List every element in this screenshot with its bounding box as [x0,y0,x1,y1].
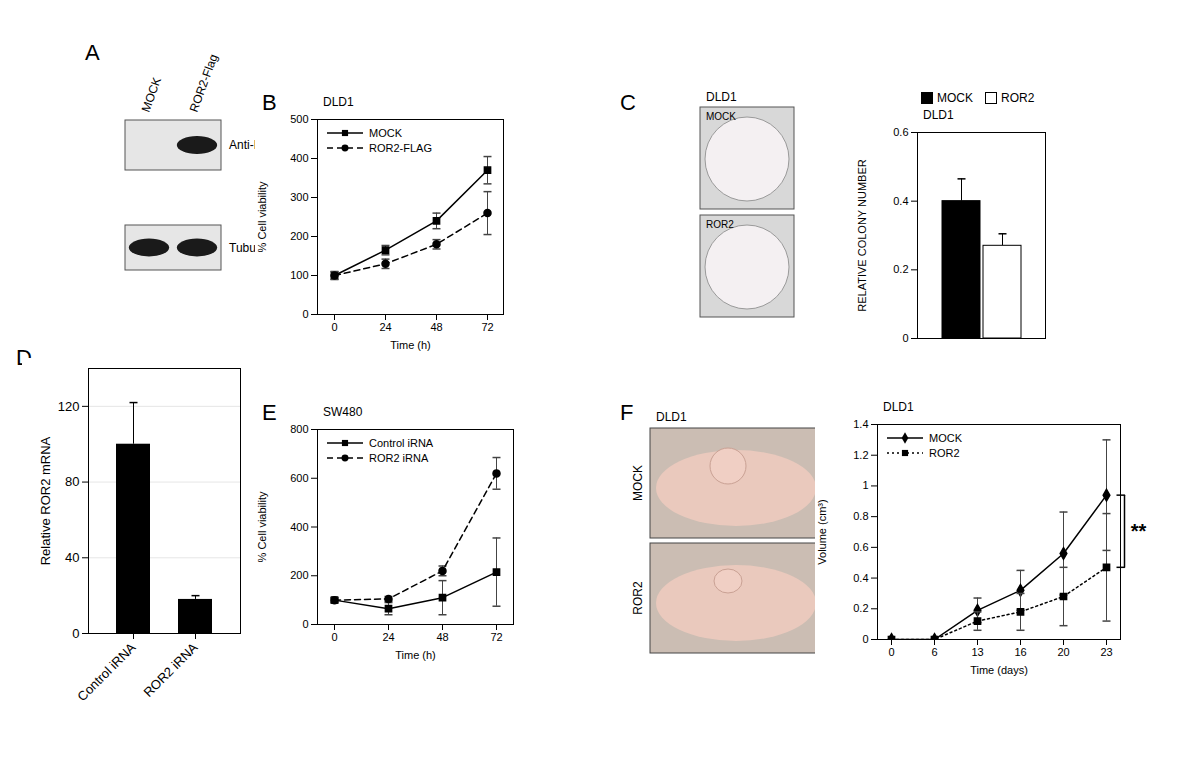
svg-text:24: 24 [379,321,391,333]
html-text:ROR2: ROR2 [1001,91,1035,105]
svg-text:0.8: 0.8 [853,510,868,522]
svg-text:120: 120 [58,399,80,414]
html-text:D: D [16,345,32,370]
svg-text:16: 16 [1014,646,1026,658]
html-text:DLD1: DLD1 [656,410,687,424]
svg-text:Tubulin: Tubulin [229,240,268,255]
html-text:ROR2 iRNA: ROR2 iRNA [369,451,429,464]
html-text:Control iRNA: Control iRNA [369,436,434,449]
html-text:DLD1: DLD1 [323,95,354,109]
svg-text:Time (h): Time (h) [390,339,431,351]
html-text:DLD1: DLD1 [706,90,737,104]
html-text:C: C [620,90,636,115]
svg-text:23: 23 [1100,646,1112,658]
svg-text:200: 200 [290,230,308,242]
svg-text:ROR2: ROR2 [706,219,734,230]
html-text:MOCK: MOCK [929,431,962,444]
svg-text:48: 48 [430,321,442,333]
svg-text:1.4: 1.4 [853,418,868,430]
svg-text:MOCK: MOCK [706,111,736,122]
svg-text:MOCK: MOCK [139,75,164,114]
svg-text:300: 300 [290,191,308,203]
svg-text:% Cell viability: % Cell viability [256,181,268,252]
svg-text:0.4: 0.4 [853,572,868,584]
svg-text:0: 0 [72,626,79,641]
svg-text:80: 80 [65,474,79,489]
svg-text:0.2: 0.2 [893,263,908,275]
svg-text:Time (h): Time (h) [395,649,436,661]
svg-text:0: 0 [902,332,908,344]
svg-text:6: 6 [931,646,937,658]
svg-text:Volume (cm³): Volume (cm³) [816,499,828,564]
svg-text:ROR2: ROR2 [631,581,645,615]
svg-text:0: 0 [302,308,308,320]
svg-text:Time (days): Time (days) [970,664,1028,676]
svg-text:0: 0 [331,631,337,643]
svg-text:Anti-Flag: Anti-Flag [229,138,277,152]
svg-text:ROR2-Flag: ROR2-Flag [187,52,221,114]
html-text:F: F [620,400,634,425]
svg-text:48: 48 [436,631,448,643]
svg-text:1: 1 [862,479,868,491]
svg-text:100: 100 [290,269,308,281]
svg-text:0: 0 [862,633,868,645]
svg-text:800: 800 [290,423,308,435]
svg-text:Control iRNA: Control iRNA [74,640,138,704]
svg-text:ROR2 iRNA: ROR2 iRNA [140,640,200,700]
html-text:A: A [85,40,100,65]
svg-text:RELATIVE COLONY NUMBER: RELATIVE COLONY NUMBER [856,159,868,311]
svg-text:24: 24 [382,631,394,643]
html-text:ROR2-FLAG: ROR2-FLAG [369,141,432,154]
svg-text:200: 200 [290,569,308,581]
svg-text:400: 400 [290,152,308,164]
html-text:SW480: SW480 [323,405,363,419]
html-text:B: B [262,90,277,115]
svg-text:0: 0 [888,646,894,658]
svg-text:0.6: 0.6 [893,126,908,138]
svg-text:0.6: 0.6 [853,541,868,553]
svg-text:% Cell viability: % Cell viability [256,491,268,562]
svg-text:0.4: 0.4 [893,195,908,207]
svg-text:400: 400 [290,521,308,533]
svg-text:72: 72 [481,321,493,333]
svg-text:MOCK: MOCK [631,465,645,501]
svg-text:Relative ROR2 mRNA: Relative ROR2 mRNA [38,436,53,565]
svg-text:20: 20 [1057,646,1069,658]
svg-text:**: ** [1131,520,1147,542]
svg-text:0: 0 [331,321,337,333]
svg-text:0.2: 0.2 [853,602,868,614]
html-text:MOCK: MOCK [937,91,973,105]
svg-text:1.2: 1.2 [853,449,868,461]
html-text:DLD1: DLD1 [923,108,954,122]
svg-text:13: 13 [971,646,983,658]
svg-text:72: 72 [490,631,502,643]
svg-text:0: 0 [302,618,308,630]
html-text:MOCK: MOCK [369,126,402,139]
html-text:DLD1: DLD1 [883,400,914,414]
svg-text:40: 40 [65,550,79,565]
svg-text:500: 500 [290,113,308,125]
html-text:ROR2: ROR2 [929,446,960,459]
html-text:E: E [262,400,277,425]
svg-text:600: 600 [290,472,308,484]
